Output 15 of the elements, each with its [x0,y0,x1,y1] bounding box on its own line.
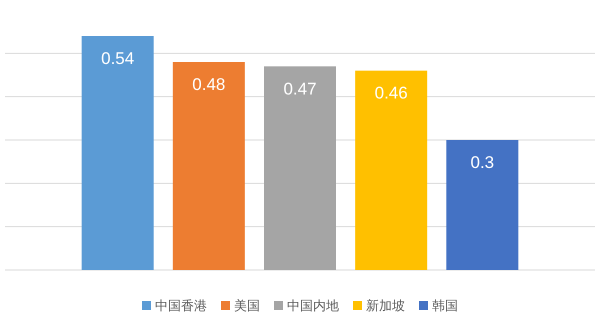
bar [172,62,245,270]
bar [446,140,518,270]
bar [264,66,336,270]
data-label: 0.54 [101,49,134,68]
data-label: 0.3 [470,153,494,172]
bar [82,36,154,270]
data-label: 0.46 [374,84,408,103]
legend-label: 美国 [234,298,260,313]
data-label: 0.48 [192,75,226,94]
bar [355,70,428,270]
data-label: 0.47 [283,79,317,98]
legend-label: 新加坡 [366,298,405,313]
legend-label: 中国香港 [155,298,207,313]
legend-label: 韩国 [432,298,458,313]
legend-label: 中国内地 [287,298,339,313]
